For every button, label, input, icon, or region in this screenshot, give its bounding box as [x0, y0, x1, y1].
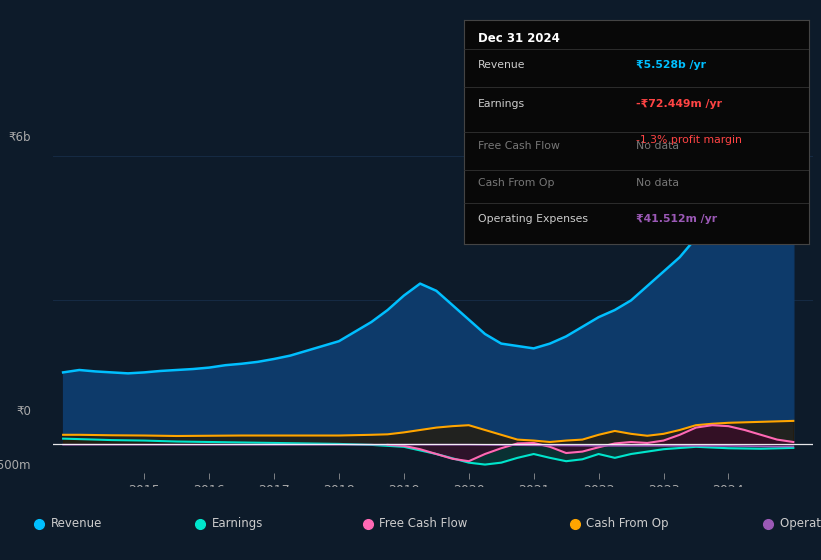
Text: Free Cash Flow: Free Cash Flow: [478, 141, 560, 151]
Text: Earnings: Earnings: [478, 99, 525, 109]
Text: ₹6b: ₹6b: [9, 130, 31, 144]
Text: Dec 31 2024: Dec 31 2024: [478, 32, 560, 45]
Text: ₹5.528b /yr: ₹5.528b /yr: [636, 60, 706, 70]
Text: -1.3% profit margin: -1.3% profit margin: [636, 135, 742, 145]
Text: No data: No data: [636, 141, 679, 151]
Text: ₹0: ₹0: [16, 405, 31, 418]
Text: -₹500m: -₹500m: [0, 459, 31, 473]
Text: Earnings: Earnings: [212, 517, 264, 530]
Text: Operating Expenses: Operating Expenses: [478, 214, 588, 225]
Text: No data: No data: [636, 178, 679, 188]
Text: Operating Expenses: Operating Expenses: [780, 517, 821, 530]
Text: -₹72.449m /yr: -₹72.449m /yr: [636, 99, 722, 109]
Text: Free Cash Flow: Free Cash Flow: [379, 517, 468, 530]
Text: Revenue: Revenue: [51, 517, 103, 530]
Text: Cash From Op: Cash From Op: [478, 178, 554, 188]
Text: Revenue: Revenue: [478, 60, 525, 70]
Text: ₹41.512m /yr: ₹41.512m /yr: [636, 214, 718, 225]
Text: Cash From Op: Cash From Op: [586, 517, 668, 530]
